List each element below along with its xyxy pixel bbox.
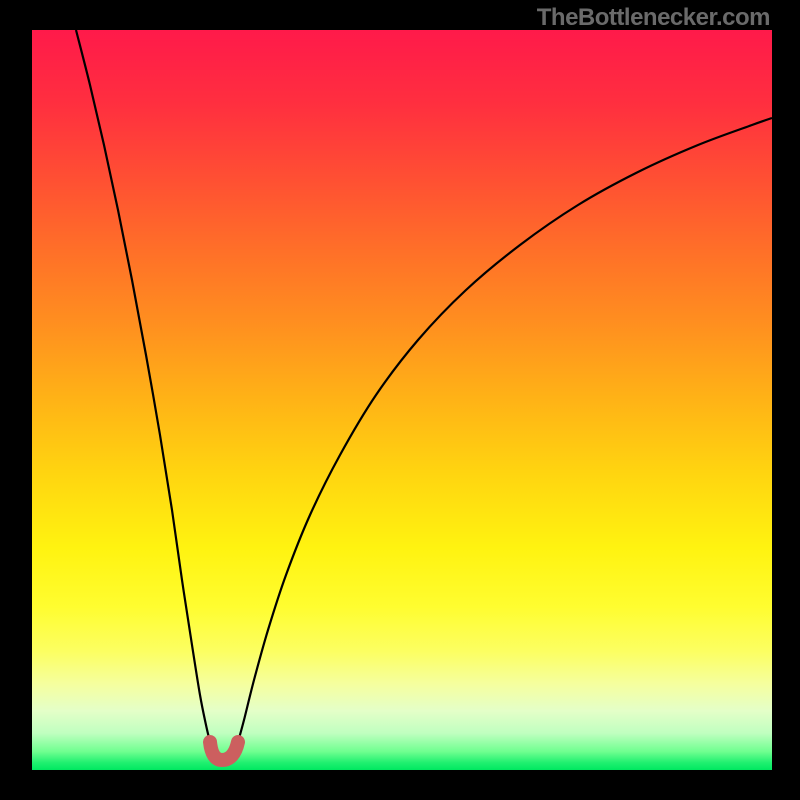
- bottom-u-marker: [210, 742, 238, 760]
- chart-container: TheBottlenecker.com: [0, 0, 800, 800]
- left-curve: [76, 30, 210, 742]
- watermark-text: TheBottlenecker.com: [537, 4, 770, 32]
- curve-overlay: [0, 0, 800, 800]
- plot-area: [32, 30, 772, 770]
- right-curve: [238, 118, 772, 742]
